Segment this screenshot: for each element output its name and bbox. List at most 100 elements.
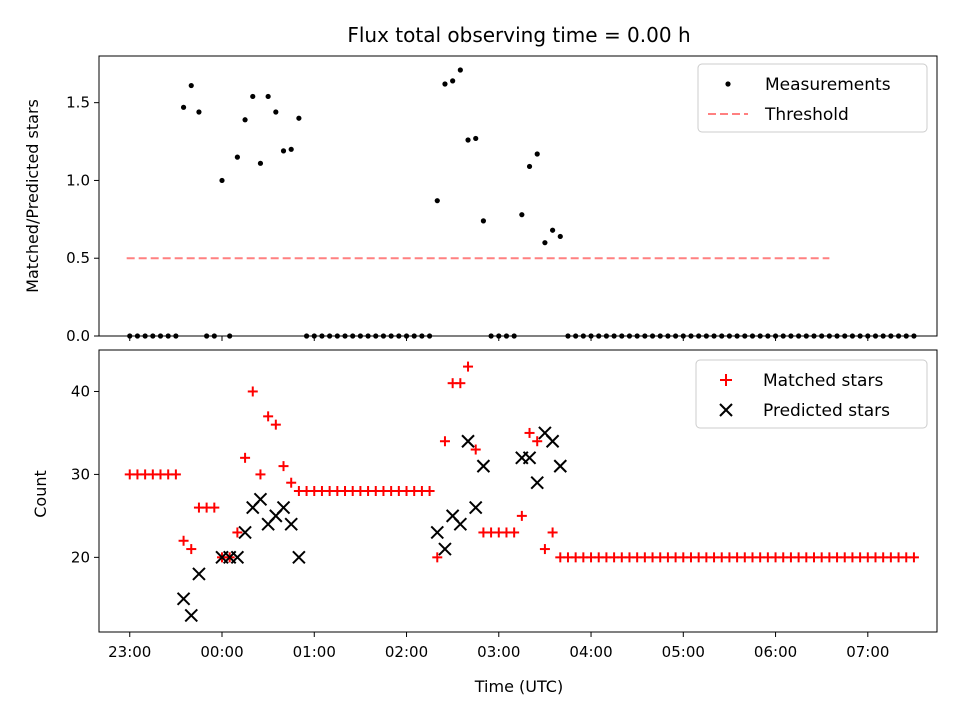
predicted-star-point-b — [238, 525, 252, 540]
matched-star-point — [186, 544, 197, 555]
predicted-star-point-b — [184, 608, 198, 623]
predicted-star-point-b — [253, 492, 268, 507]
matched-star-point — [539, 544, 550, 555]
bottom-legend-box — [695, 359, 928, 429]
measurement-point — [465, 137, 471, 143]
bottom-legend: Matched stars Predicted stars — [695, 359, 928, 429]
top-panel: 0.0 0.5 1.0 1.5 Measurements Threshold — [66, 55, 938, 345]
matched-star-point — [524, 427, 535, 438]
predicted-star-point-b — [469, 500, 483, 515]
predicted-star-point-b — [230, 550, 245, 565]
predicted-star-point-b — [176, 592, 191, 606]
matched-star-point — [263, 411, 274, 422]
measurement-point — [257, 160, 264, 166]
legend-measurements-label: Measurements — [765, 75, 891, 95]
measurement-point — [242, 117, 248, 123]
matched-star-point — [286, 477, 297, 488]
matched-star-point — [232, 527, 243, 538]
legend-predicted-label: Predicted stars — [763, 401, 890, 421]
measurement-point — [450, 78, 456, 84]
predicted-star-point — [253, 492, 268, 507]
predicted-star-point — [476, 459, 491, 473]
predicted-star-point — [453, 517, 468, 531]
top-axes-frame — [98, 55, 938, 337]
predicted-star-point-b — [530, 475, 544, 490]
predicted-star-point — [284, 517, 298, 531]
matched-star-point — [509, 527, 520, 538]
predicted-star-point — [438, 542, 452, 556]
predicted-star-point — [276, 500, 291, 515]
predicted-star-point — [238, 525, 252, 540]
x-tick-label: 04:00 — [569, 643, 612, 661]
measurement-point — [519, 212, 525, 218]
predicted-star-point-b — [292, 550, 306, 565]
x-tick-label: 03:00 — [477, 643, 520, 661]
y-tick-label: 1.0 — [66, 171, 90, 189]
x-tick-label: 07:00 — [846, 643, 889, 661]
matched-star-point — [547, 527, 558, 538]
matched-star-point — [209, 502, 220, 513]
predicted-star-point — [292, 550, 306, 565]
measurement-point — [250, 93, 256, 100]
legend-matched-marker — [720, 374, 732, 386]
x-axis-label: Time (UTC) — [474, 677, 563, 696]
predicted-star-point-b — [276, 500, 291, 515]
bottom-y-axis-label: Count — [31, 470, 50, 518]
matched-star-point — [516, 510, 527, 521]
top-legend-box — [697, 63, 928, 133]
predicted-star-point — [530, 475, 544, 490]
predicted-star-point — [545, 434, 560, 448]
matched-star-point — [270, 419, 281, 430]
matched-star-point — [432, 552, 443, 563]
top-legend: Measurements Threshold — [697, 63, 928, 133]
predicted-star-point — [553, 459, 567, 473]
measurement-point — [265, 93, 271, 100]
top-axes: 0.0 0.5 1.0 1.5 — [66, 94, 869, 345]
x-tick-label: 06:00 — [754, 643, 797, 661]
top-y-axis-label: Matched/Predicted stars — [23, 99, 42, 293]
measurement-point — [434, 198, 440, 204]
predicted-star-point — [230, 550, 245, 565]
x-tick-label: 05:00 — [662, 643, 705, 661]
predicted-star-point — [469, 500, 483, 515]
measurement-point — [442, 81, 448, 87]
measurement-point — [234, 154, 240, 160]
x-tick-label: 00:00 — [200, 643, 243, 661]
measurement-point — [180, 104, 187, 110]
predicted-star-point-b — [522, 451, 537, 465]
measurement-point — [549, 227, 556, 233]
predicted-star-point — [461, 434, 475, 448]
predicted-star-point-b — [553, 459, 567, 473]
predicted-star-point-b — [438, 542, 452, 556]
x-tick-label: 23:00 — [108, 643, 151, 661]
y-tick-label: 30 — [71, 465, 90, 483]
matched-star-point — [463, 361, 474, 372]
bottom-axes: 20 30 40 23:00 00:00 01:00 02:00 03:00 04:00 05:0… — [71, 382, 890, 661]
matched-star-point — [439, 436, 450, 447]
measurement-point — [457, 67, 463, 73]
chart-title: Flux total observing time = 0.00 h — [347, 23, 690, 47]
predicted-star-point-b — [476, 459, 491, 473]
legend-threshold-label: Threshold — [764, 105, 849, 125]
legend-predicted-marker — [719, 403, 733, 417]
matched-star-point — [908, 552, 919, 563]
measurement-point — [280, 148, 287, 154]
measurement-point — [219, 177, 225, 184]
measurement-point — [196, 109, 202, 115]
measurement-point — [288, 146, 294, 152]
matched-star-point — [240, 452, 251, 463]
predicted-star-point-b — [192, 567, 206, 581]
predicted-star-point-b — [430, 525, 444, 540]
y-tick-label: 20 — [71, 548, 90, 566]
matched-star-point — [455, 378, 466, 389]
y-tick-label: 0.5 — [66, 249, 90, 267]
matched-star-point — [532, 436, 543, 447]
measurement-point — [296, 115, 302, 121]
predicted-star-point-b — [445, 509, 460, 523]
matched-star-point — [424, 486, 435, 496]
measurement-point — [273, 109, 279, 115]
measurement-point — [480, 218, 487, 224]
legend-matched-label: Matched stars — [763, 371, 883, 391]
predicted-star-point — [176, 592, 191, 606]
